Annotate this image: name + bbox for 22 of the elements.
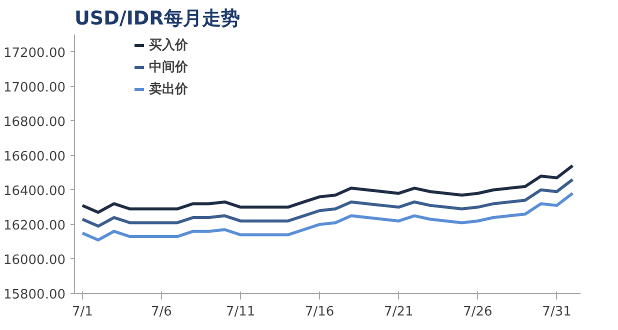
chart-title: USD/IDR每月走势 xyxy=(74,8,240,30)
x-tick-label: 7/11 xyxy=(226,304,256,320)
y-tick-label: 16200.00 xyxy=(3,218,66,234)
x-tick-label: 7/26 xyxy=(463,304,492,320)
legend-label: 卖出价 xyxy=(149,81,188,98)
y-tick-label: 16800.00 xyxy=(3,114,66,130)
x-tick-label: 7/16 xyxy=(304,304,334,320)
y-tick-label: 16400.00 xyxy=(3,184,66,199)
x-tick-label: 7/1 xyxy=(72,304,93,320)
y-tick-label: 16000.00 xyxy=(3,252,66,268)
y-tick-label: 16600.00 xyxy=(3,149,66,164)
line-series xyxy=(80,178,574,228)
x-tick-label: 7/31 xyxy=(542,304,572,320)
line-series xyxy=(80,192,574,242)
line-series xyxy=(80,164,574,214)
y-tick-label: 17200.00 xyxy=(3,46,66,61)
legend-label: 中间价 xyxy=(149,59,188,76)
y-tick-label: 15800.00 xyxy=(3,288,66,302)
y-tick-label: 17000.00 xyxy=(3,80,66,96)
legend-label: 买入价 xyxy=(149,36,188,54)
x-tick-label: 7/21 xyxy=(384,304,414,320)
x-tick-label: 7/6 xyxy=(151,304,172,320)
